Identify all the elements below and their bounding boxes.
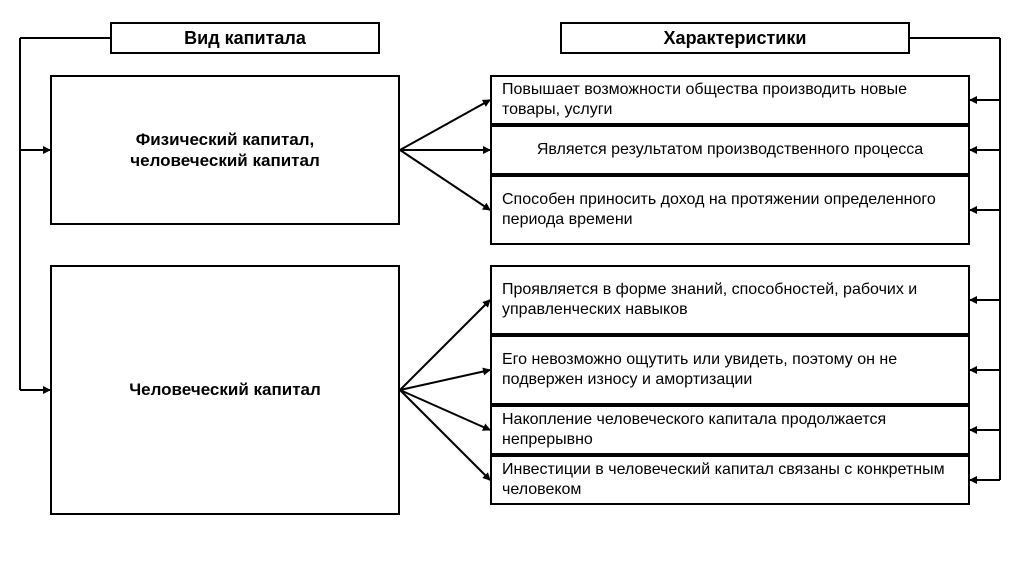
capital-human: Человеческий капитал xyxy=(50,265,400,515)
char-1-2: Является результатом производственного п… xyxy=(490,125,970,175)
char-2-3-text: Накопление человеческого капитала продол… xyxy=(502,410,958,450)
char-2-4: Инвестиции в человеческий капитал связан… xyxy=(490,455,970,505)
char-1-3: Способен приносить доход на протяжении о… xyxy=(490,175,970,245)
char-1-2-text: Является результатом производственного п… xyxy=(537,140,923,160)
char-1-3-text: Способен приносить доход на протяжении о… xyxy=(502,190,958,230)
header-capital-type: Вид капитала xyxy=(110,22,380,54)
char-2-4-text: Инвестиции в человеческий капитал связан… xyxy=(502,460,958,500)
header-right-label: Характеристики xyxy=(664,27,807,50)
capital-1-label: Физический капитал, человеческий капитал xyxy=(130,129,320,172)
char-2-1: Проявляется в форме знаний, способностей… xyxy=(490,265,970,335)
header-characteristics: Характеристики xyxy=(560,22,910,54)
char-2-3: Накопление человеческого капитала продол… xyxy=(490,405,970,455)
char-2-1-text: Проявляется в форме знаний, способностей… xyxy=(502,280,958,320)
header-left-label: Вид капитала xyxy=(184,27,306,50)
capital-2-label: Человеческий капитал xyxy=(129,379,321,400)
char-1-1-text: Повышает возможности общества производит… xyxy=(502,80,958,120)
char-1-1: Повышает возможности общества производит… xyxy=(490,75,970,125)
capital-physical-human: Физический капитал, человеческий капитал xyxy=(50,75,400,225)
char-2-2-text: Его невозможно ощутить или увидеть, поэт… xyxy=(502,350,958,390)
char-2-2: Его невозможно ощутить или увидеть, поэт… xyxy=(490,335,970,405)
